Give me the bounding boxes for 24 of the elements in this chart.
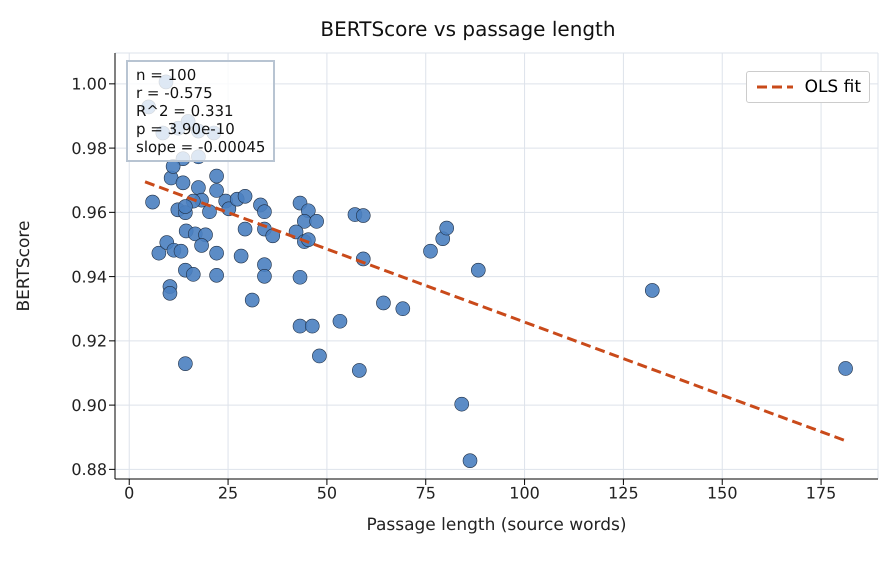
y-tick-label: 0.90: [71, 396, 107, 415]
annotation: R^2 = 0.331: [136, 102, 235, 120]
x-tick-label: 100: [509, 483, 540, 502]
annotation: slope = -0.00045: [136, 138, 266, 156]
y-axis-title: BERTScore: [14, 220, 34, 312]
x-tick-label: 175: [806, 483, 836, 502]
annotation: n = 100: [136, 66, 198, 84]
x-axis-title: Passage length (source words): [366, 515, 627, 535]
x-tick-label: 50: [316, 483, 338, 502]
y-tick-label: 1.00: [71, 74, 107, 94]
y-tick-label: 0.94: [71, 267, 107, 286]
y-tick-label: 0.92: [71, 332, 107, 351]
y-tick-label: 0.98: [71, 138, 107, 158]
legend-label: OLS fit: [804, 77, 861, 97]
y-tick-label: 0.96: [71, 203, 107, 222]
x-tick-label: 25: [218, 483, 238, 502]
x-tick-label: 75: [416, 483, 436, 502]
x-tick-label: 125: [608, 483, 639, 502]
x-tick-label: 0: [124, 483, 134, 502]
chart-title: BERTScore vs passage length: [320, 17, 616, 41]
annotation: p = 3.90e-10: [136, 120, 236, 138]
y-tick-label: 0.88: [71, 460, 107, 480]
annotation: r = -0.575: [136, 84, 214, 102]
x-tick-label: 150: [706, 483, 738, 502]
